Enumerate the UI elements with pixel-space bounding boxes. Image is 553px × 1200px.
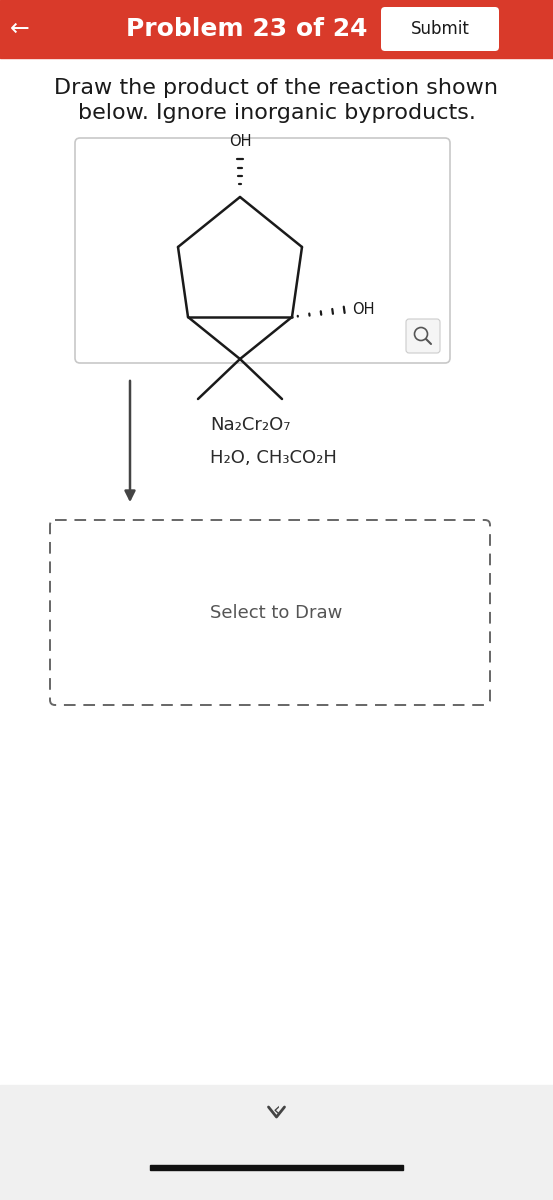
FancyBboxPatch shape	[50, 520, 490, 704]
Text: below. Ignore inorganic byproducts.: below. Ignore inorganic byproducts.	[77, 103, 476, 122]
FancyBboxPatch shape	[75, 138, 450, 362]
Bar	[150, 1165, 403, 1170]
Text: ‹: ‹	[273, 1100, 280, 1120]
Text: Na₂Cr₂O₇: Na₂Cr₂O₇	[210, 416, 290, 434]
Bar	[0, 0, 553, 58]
FancyBboxPatch shape	[406, 319, 440, 353]
Text: ←: ←	[10, 17, 30, 41]
Bar	[0, 1085, 553, 1200]
Text: Problem 23 of 24: Problem 23 of 24	[126, 17, 367, 41]
Text: Select to Draw: Select to Draw	[210, 604, 343, 622]
Text: H₂O, CH₃CO₂H: H₂O, CH₃CO₂H	[210, 449, 337, 467]
Text: OH: OH	[352, 301, 374, 317]
FancyBboxPatch shape	[381, 7, 499, 50]
Text: OH: OH	[229, 134, 251, 149]
Text: Draw the product of the reaction shown: Draw the product of the reaction shown	[55, 78, 498, 98]
Text: Submit: Submit	[410, 20, 469, 38]
